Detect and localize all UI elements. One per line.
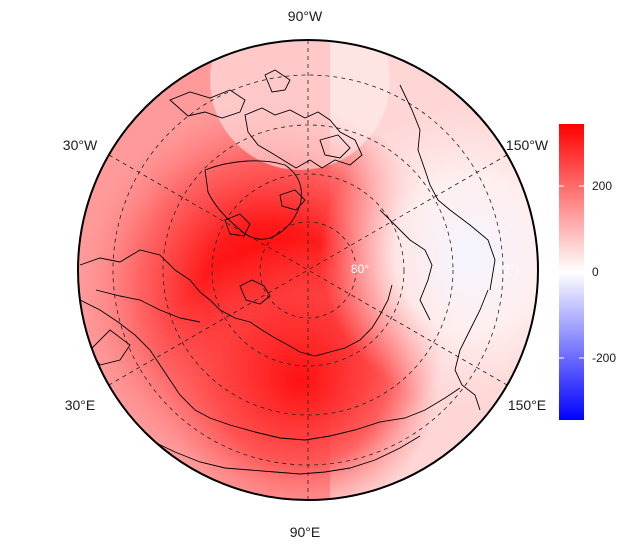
- map-boundary: [77, 39, 539, 501]
- lat-circle-80: [259, 221, 357, 319]
- colorbar-tick-200: 200: [592, 179, 612, 193]
- lon-label-150w: 150°W: [506, 137, 549, 153]
- coastlines: [79, 69, 496, 475]
- colorbar: 200 0 -200: [559, 124, 616, 420]
- lat-circle-70: [211, 173, 405, 367]
- colorbar-tick-0: 0: [592, 265, 599, 279]
- lat-label-80: 80°: [351, 262, 369, 276]
- lat-label-60: 60°: [496, 262, 514, 276]
- lat-circle-60: [162, 124, 454, 416]
- graticule: [108, 40, 508, 500]
- lon-label-150e: 150°E: [508, 397, 546, 413]
- lon-label-90w: 90°W: [288, 8, 323, 24]
- lon-label-30e: 30°E: [65, 397, 96, 413]
- colorbar-tick-minus-200: -200: [592, 351, 616, 365]
- lon-label-90e: 90°E: [290, 524, 321, 540]
- lon-label-30w: 30°W: [63, 137, 98, 153]
